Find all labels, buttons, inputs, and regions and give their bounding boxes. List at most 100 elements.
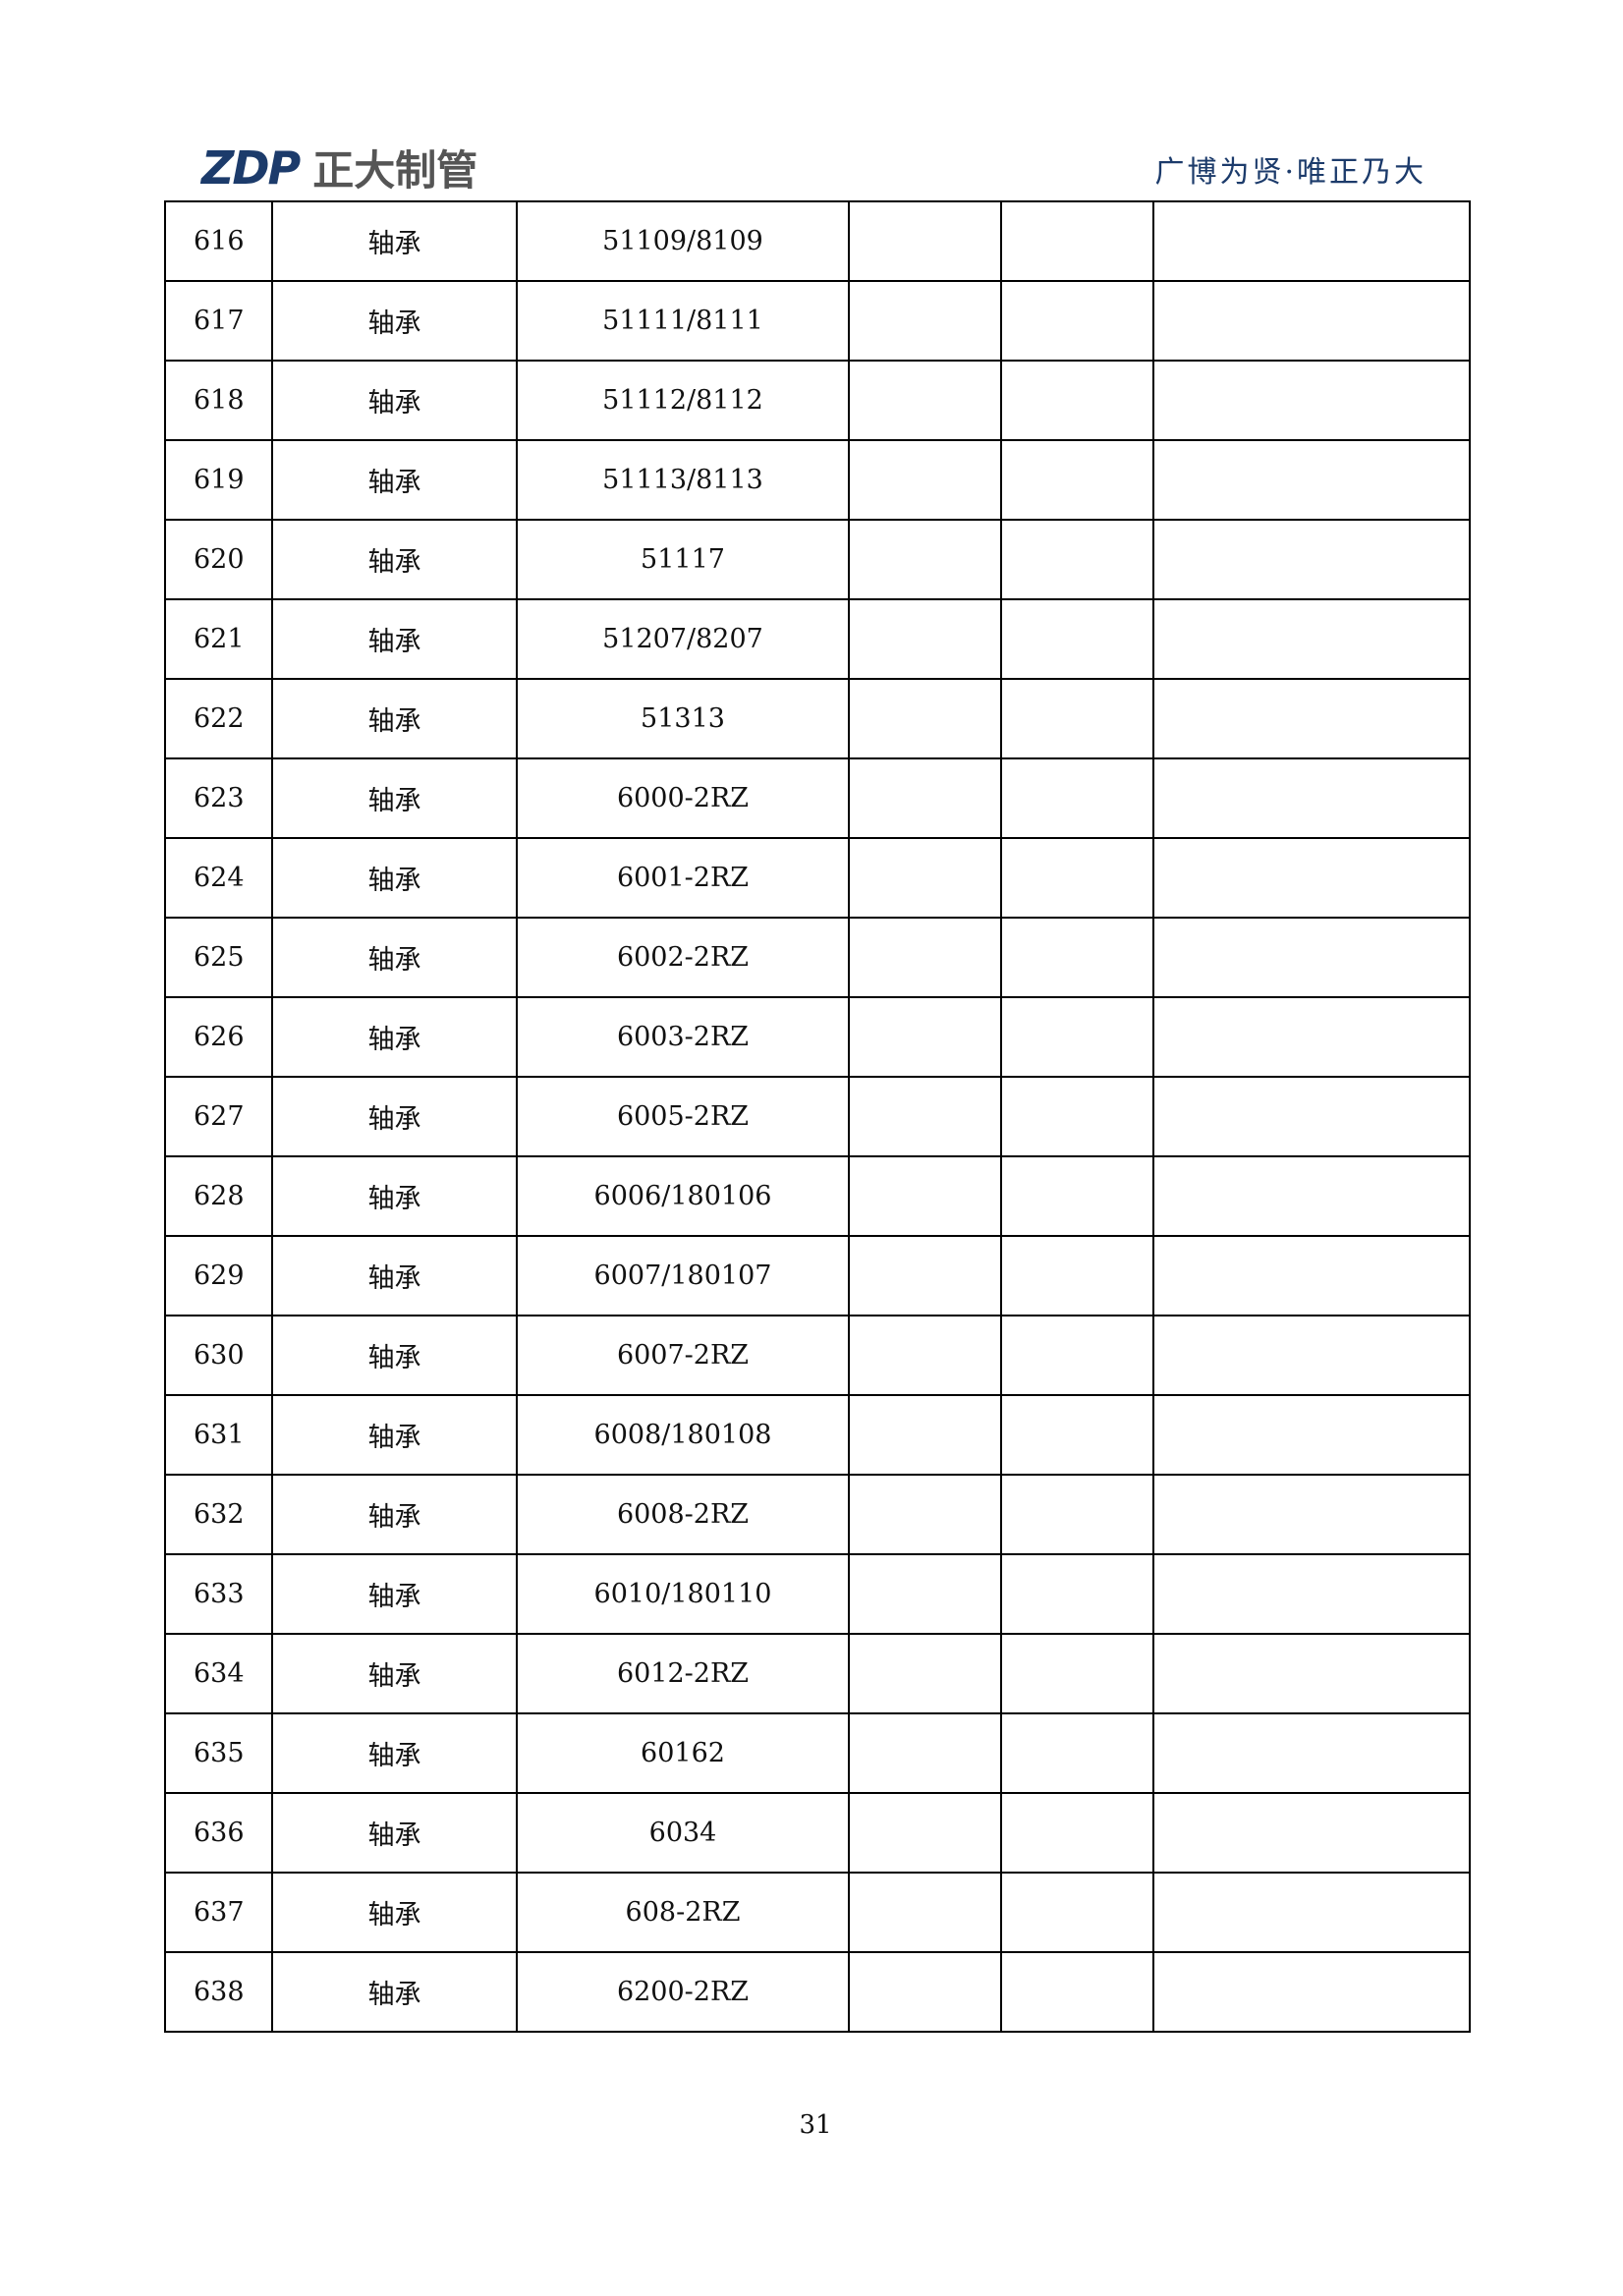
item-name: 轴承 bbox=[271, 1076, 518, 1157]
table-row: 630 轴承 6007-2RZ bbox=[164, 1315, 1471, 1396]
table-row: 634 轴承 6012-2RZ bbox=[164, 1633, 1471, 1714]
row-number: 625 bbox=[164, 917, 273, 998]
row-number: 638 bbox=[164, 1951, 273, 2033]
empty-cell bbox=[1152, 1474, 1471, 1555]
empty-cell bbox=[1152, 598, 1471, 680]
row-number: 633 bbox=[164, 1553, 273, 1635]
item-name: 轴承 bbox=[271, 1872, 518, 1953]
item-model: 6034 bbox=[516, 1792, 850, 1874]
item-model: 6002-2RZ bbox=[516, 917, 850, 998]
empty-cell bbox=[1000, 996, 1154, 1078]
item-model: 6001-2RZ bbox=[516, 837, 850, 919]
empty-cell bbox=[1000, 1076, 1154, 1157]
item-model: 6008/180108 bbox=[516, 1394, 850, 1476]
item-name: 轴承 bbox=[271, 598, 518, 680]
item-model: 51113/8113 bbox=[516, 439, 850, 521]
empty-cell bbox=[848, 1474, 1002, 1555]
row-number: 630 bbox=[164, 1315, 273, 1396]
empty-cell bbox=[1152, 1792, 1471, 1874]
empty-cell bbox=[848, 996, 1002, 1078]
empty-cell bbox=[1000, 1872, 1154, 1953]
table-row: 622 轴承 51313 bbox=[164, 678, 1471, 759]
empty-cell bbox=[848, 360, 1002, 441]
item-name: 轴承 bbox=[271, 996, 518, 1078]
table-row: 620 轴承 51117 bbox=[164, 519, 1471, 600]
item-model: 6007-2RZ bbox=[516, 1315, 850, 1396]
empty-cell bbox=[1152, 1315, 1471, 1396]
item-name: 轴承 bbox=[271, 280, 518, 362]
empty-cell bbox=[848, 439, 1002, 521]
empty-cell bbox=[848, 917, 1002, 998]
row-number: 616 bbox=[164, 200, 273, 282]
empty-cell bbox=[1152, 360, 1471, 441]
item-model: 51207/8207 bbox=[516, 598, 850, 680]
table-row: 635 轴承 60162 bbox=[164, 1712, 1471, 1794]
empty-cell bbox=[848, 598, 1002, 680]
logo-name: 正大制管 bbox=[312, 146, 478, 195]
row-number: 620 bbox=[164, 519, 273, 600]
item-name: 轴承 bbox=[271, 757, 518, 839]
empty-cell bbox=[848, 1155, 1002, 1237]
item-name: 轴承 bbox=[271, 1474, 518, 1555]
empty-cell bbox=[1000, 1315, 1154, 1396]
empty-cell bbox=[1000, 1394, 1154, 1476]
table-row: 638 轴承 6200-2RZ bbox=[164, 1951, 1471, 2033]
table-row: 632 轴承 6008-2RZ bbox=[164, 1474, 1471, 1555]
empty-cell bbox=[1000, 917, 1154, 998]
item-model: 6012-2RZ bbox=[516, 1633, 850, 1714]
table-row: 623 轴承 6000-2RZ bbox=[164, 757, 1471, 839]
empty-cell bbox=[1000, 678, 1154, 759]
table-row: 631 轴承 6008/180108 bbox=[164, 1394, 1471, 1476]
row-number: 618 bbox=[164, 360, 273, 441]
item-model: 51111/8111 bbox=[516, 280, 850, 362]
page-number: 31 bbox=[799, 2110, 832, 2140]
empty-cell bbox=[1000, 280, 1154, 362]
row-number: 634 bbox=[164, 1633, 273, 1714]
empty-cell bbox=[1000, 1553, 1154, 1635]
empty-cell bbox=[1152, 1155, 1471, 1237]
item-model: 6006/180106 bbox=[516, 1155, 850, 1237]
empty-cell bbox=[848, 757, 1002, 839]
empty-cell bbox=[1000, 837, 1154, 919]
row-number: 624 bbox=[164, 837, 273, 919]
empty-cell bbox=[1000, 1155, 1154, 1237]
empty-cell bbox=[1000, 360, 1154, 441]
empty-cell bbox=[1152, 1076, 1471, 1157]
item-name: 轴承 bbox=[271, 1315, 518, 1396]
row-number: 627 bbox=[164, 1076, 273, 1157]
item-name: 轴承 bbox=[271, 837, 518, 919]
empty-cell bbox=[848, 1633, 1002, 1714]
item-model: 6000-2RZ bbox=[516, 757, 850, 839]
empty-cell bbox=[848, 1872, 1002, 1953]
empty-cell bbox=[1152, 200, 1471, 282]
row-number: 635 bbox=[164, 1712, 273, 1794]
empty-cell bbox=[1152, 1235, 1471, 1316]
empty-cell bbox=[1152, 1872, 1471, 1953]
item-name: 轴承 bbox=[271, 917, 518, 998]
table-row: 633 轴承 6010/180110 bbox=[164, 1553, 1471, 1635]
row-number: 636 bbox=[164, 1792, 273, 1874]
empty-cell bbox=[848, 200, 1002, 282]
empty-cell bbox=[848, 1394, 1002, 1476]
empty-cell bbox=[1000, 598, 1154, 680]
empty-cell bbox=[848, 1712, 1002, 1794]
empty-cell bbox=[848, 678, 1002, 759]
empty-cell bbox=[1000, 1712, 1154, 1794]
item-model: 51313 bbox=[516, 678, 850, 759]
table-row: 616 轴承 51109/8109 bbox=[164, 200, 1471, 282]
item-name: 轴承 bbox=[271, 678, 518, 759]
empty-cell bbox=[848, 519, 1002, 600]
item-model: 51117 bbox=[516, 519, 850, 600]
empty-cell bbox=[1152, 1553, 1471, 1635]
row-number: 621 bbox=[164, 598, 273, 680]
row-number: 637 bbox=[164, 1872, 273, 1953]
table-row: 627 轴承 6005-2RZ bbox=[164, 1076, 1471, 1157]
slogan: 广博为贤·唯正乃大 bbox=[1154, 155, 1427, 190]
empty-cell bbox=[1000, 519, 1154, 600]
item-name: 轴承 bbox=[271, 1235, 518, 1316]
item-name: 轴承 bbox=[271, 360, 518, 441]
table-row: 625 轴承 6002-2RZ bbox=[164, 917, 1471, 998]
company-logo: ZDP 正大制管 bbox=[201, 138, 477, 197]
row-number: 631 bbox=[164, 1394, 273, 1476]
item-model: 6008-2RZ bbox=[516, 1474, 850, 1555]
